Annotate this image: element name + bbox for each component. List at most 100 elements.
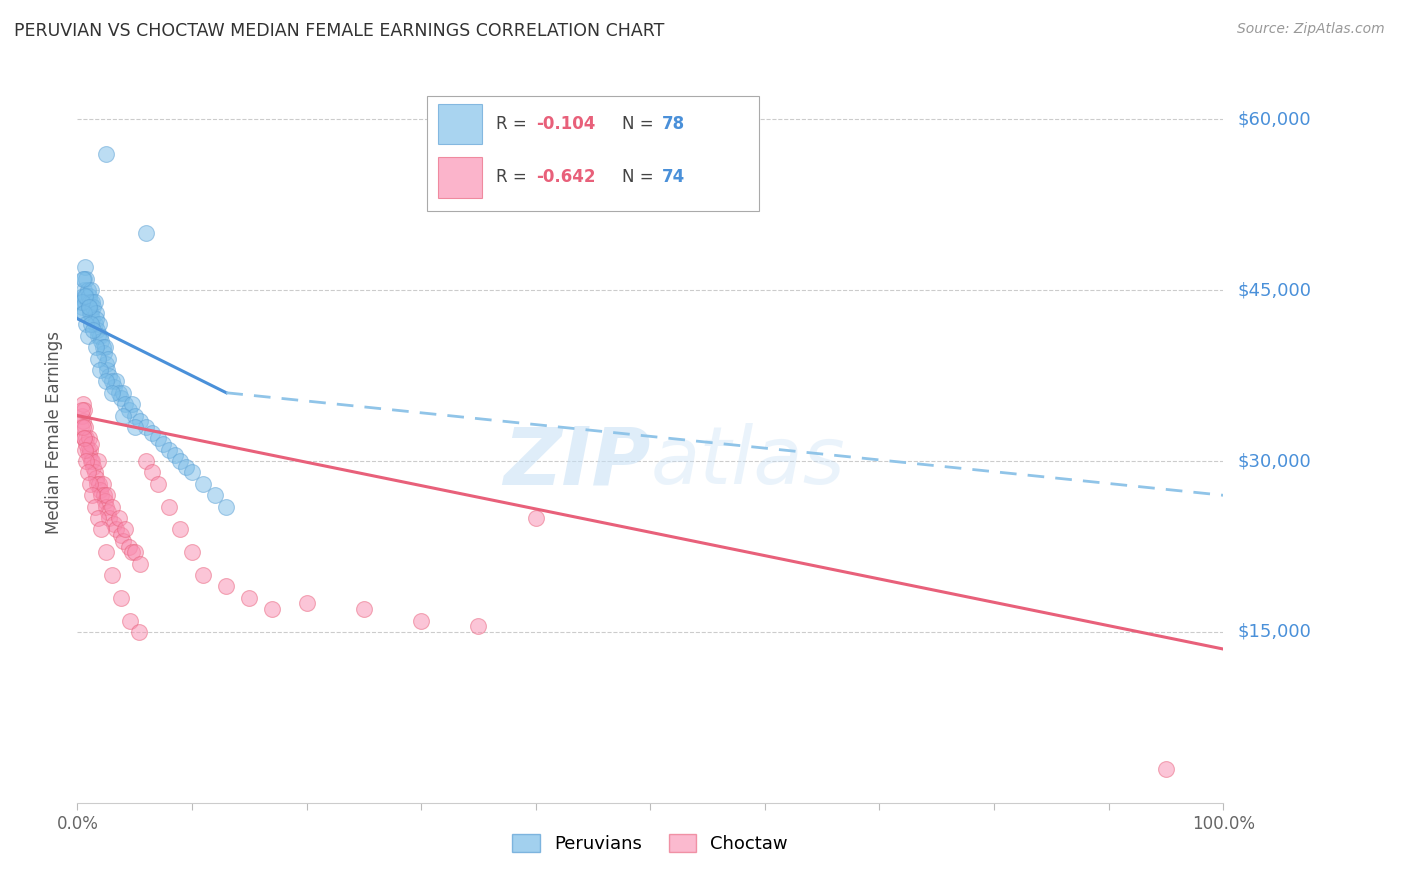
Point	[84, 471, 107, 485]
Point	[82, 294, 104, 309]
Point	[72, 289, 94, 303]
Point	[87, 351, 110, 366]
Point	[80, 437, 103, 451]
Point	[80, 318, 103, 332]
Point	[174, 459, 197, 474]
Point	[129, 557, 152, 571]
Point	[94, 494, 117, 508]
Point	[107, 385, 129, 400]
Point	[72, 420, 94, 434]
Point	[135, 420, 157, 434]
Point	[82, 454, 104, 468]
Point	[94, 375, 117, 389]
Point	[83, 500, 105, 514]
Point	[69, 420, 91, 434]
Text: R =: R =	[495, 115, 531, 133]
Point	[75, 289, 97, 303]
Point	[76, 289, 98, 303]
Point	[77, 301, 100, 315]
Point	[76, 328, 98, 343]
Point	[96, 488, 118, 502]
Point	[93, 488, 115, 502]
Point	[107, 511, 129, 525]
Point	[72, 397, 94, 411]
Point	[98, 368, 121, 383]
Point	[114, 397, 136, 411]
Point	[76, 272, 98, 286]
Point	[152, 437, 174, 451]
Point	[110, 591, 132, 605]
Point	[83, 318, 105, 332]
Point	[79, 442, 101, 457]
Point	[524, 511, 547, 525]
Point	[83, 466, 105, 480]
Point	[86, 323, 108, 337]
Text: $30,000: $30,000	[1237, 452, 1310, 470]
Point	[89, 328, 111, 343]
Point	[100, 568, 122, 582]
Point	[77, 449, 100, 463]
Point	[70, 294, 93, 309]
Point	[103, 380, 125, 394]
Point	[180, 466, 204, 480]
Point	[204, 488, 226, 502]
Text: Source: ZipAtlas.com: Source: ZipAtlas.com	[1237, 22, 1385, 37]
Point	[76, 442, 98, 457]
Point	[75, 260, 97, 275]
Point	[157, 500, 180, 514]
Point	[76, 466, 98, 480]
Point	[87, 476, 110, 491]
Text: R =: R =	[495, 169, 531, 186]
Point	[73, 272, 96, 286]
Point	[72, 414, 94, 428]
Point	[141, 466, 163, 480]
Point	[112, 409, 135, 423]
Point	[76, 431, 98, 445]
Point	[100, 385, 122, 400]
Point	[97, 351, 120, 366]
Point	[135, 227, 157, 241]
Point	[79, 306, 101, 320]
Point	[1154, 762, 1177, 776]
Point	[97, 505, 120, 519]
Point	[76, 294, 98, 309]
Point	[215, 500, 238, 514]
Point	[124, 545, 146, 559]
Point	[83, 294, 105, 309]
Point	[110, 528, 132, 542]
Point	[82, 301, 104, 315]
Point	[84, 311, 107, 326]
Point	[75, 442, 97, 457]
Point	[79, 476, 101, 491]
Point	[77, 289, 100, 303]
Point	[94, 500, 117, 514]
Point	[169, 454, 191, 468]
Point	[112, 533, 135, 548]
Point	[112, 385, 135, 400]
Point	[70, 402, 93, 417]
Point	[262, 602, 284, 616]
Text: -0.642: -0.642	[536, 169, 595, 186]
Point	[118, 540, 141, 554]
Point	[90, 523, 112, 537]
Point	[124, 409, 146, 423]
Point	[75, 420, 97, 434]
Point	[93, 346, 115, 360]
Point	[146, 476, 169, 491]
Point	[118, 402, 141, 417]
Point	[411, 614, 433, 628]
Point	[128, 624, 150, 639]
Point	[467, 619, 489, 633]
Point	[70, 409, 93, 423]
Point	[76, 318, 98, 332]
Point	[94, 340, 117, 354]
Point	[193, 568, 215, 582]
Point	[80, 306, 103, 320]
Point	[86, 476, 108, 491]
Point	[73, 431, 96, 445]
FancyBboxPatch shape	[439, 103, 482, 145]
FancyBboxPatch shape	[439, 157, 482, 197]
Point	[169, 523, 191, 537]
Point	[72, 306, 94, 320]
Point	[163, 449, 186, 463]
